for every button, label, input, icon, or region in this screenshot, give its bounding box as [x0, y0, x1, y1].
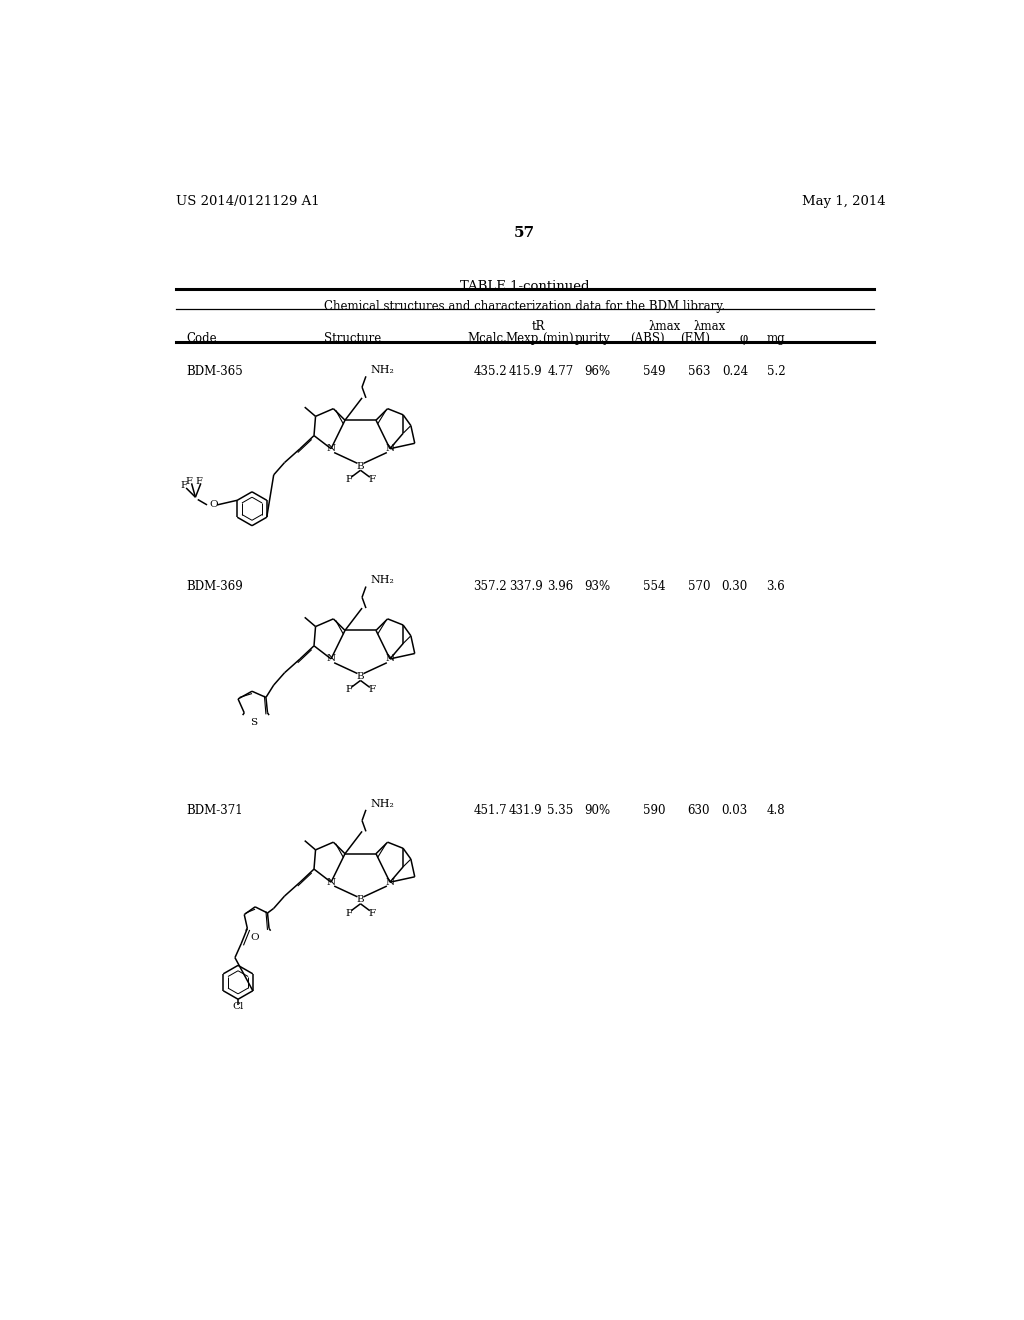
Text: NH₂: NH₂ [371, 366, 394, 375]
Text: F: F [185, 478, 193, 486]
Text: mg: mg [767, 333, 785, 346]
Text: 415.9: 415.9 [509, 364, 543, 378]
Text: 0.24: 0.24 [722, 364, 748, 378]
Text: 5.2: 5.2 [767, 364, 785, 378]
Text: BDM-371: BDM-371 [186, 804, 243, 817]
Text: F: F [345, 475, 352, 484]
Text: 357.2: 357.2 [473, 581, 507, 594]
Text: 337.9: 337.9 [509, 581, 543, 594]
Text: 570: 570 [687, 581, 710, 594]
Text: 630: 630 [687, 804, 710, 817]
Text: B: B [356, 672, 365, 681]
Text: (EM): (EM) [680, 333, 710, 346]
Text: N: N [385, 878, 394, 887]
Text: F: F [345, 908, 352, 917]
Text: φ: φ [739, 333, 748, 346]
Text: Structure: Structure [325, 333, 381, 346]
Text: N: N [327, 445, 336, 453]
Text: 0.30: 0.30 [722, 581, 748, 594]
Text: TABLE 1-continued: TABLE 1-continued [460, 280, 590, 293]
Text: 554: 554 [643, 581, 665, 594]
Text: 90%: 90% [584, 804, 610, 817]
Text: λmax: λmax [694, 321, 726, 333]
Text: Mcalc.: Mcalc. [467, 333, 507, 346]
Text: 57: 57 [514, 226, 536, 240]
Text: May 1, 2014: May 1, 2014 [802, 195, 886, 209]
Text: Chemical structures and characterization data for the BDM library.: Chemical structures and characterization… [325, 300, 725, 313]
Text: 4.77: 4.77 [548, 364, 573, 378]
Text: F: F [196, 478, 203, 486]
Text: purity: purity [574, 333, 610, 346]
Text: F: F [180, 482, 187, 490]
Text: 93%: 93% [584, 581, 610, 594]
Text: 549: 549 [643, 364, 665, 378]
Text: N: N [385, 655, 394, 664]
Text: 590: 590 [643, 804, 665, 817]
Text: O: O [209, 500, 217, 510]
Text: Cl: Cl [232, 1002, 244, 1011]
Text: BDM-369: BDM-369 [186, 581, 243, 594]
Text: B: B [356, 462, 365, 471]
Text: 3.6: 3.6 [766, 581, 785, 594]
Text: 451.7: 451.7 [473, 804, 507, 817]
Text: F: F [369, 908, 376, 917]
Text: N: N [327, 878, 336, 887]
Text: 4.8: 4.8 [767, 804, 785, 817]
Text: 563: 563 [687, 364, 710, 378]
Text: 96%: 96% [584, 364, 610, 378]
Text: US 2014/0121129 A1: US 2014/0121129 A1 [176, 195, 319, 209]
Text: tR: tR [531, 321, 545, 333]
Text: λmax: λmax [649, 321, 681, 333]
Text: Code: Code [186, 333, 217, 346]
Text: F: F [369, 475, 376, 484]
Text: NH₂: NH₂ [371, 576, 394, 585]
Text: (ABS): (ABS) [631, 333, 665, 346]
Text: F: F [369, 685, 376, 694]
Text: 431.9: 431.9 [509, 804, 543, 817]
Text: NH₂: NH₂ [371, 799, 394, 809]
Text: (min): (min) [542, 333, 573, 346]
Text: B: B [356, 895, 365, 904]
Text: Mexp.: Mexp. [506, 333, 543, 346]
Text: 5.35: 5.35 [548, 804, 573, 817]
Text: 3.96: 3.96 [548, 581, 573, 594]
Text: N: N [327, 655, 336, 664]
Text: BDM-365: BDM-365 [186, 364, 243, 378]
Text: N: N [385, 445, 394, 453]
Text: O: O [251, 933, 259, 942]
Text: 435.2: 435.2 [473, 364, 507, 378]
Text: S: S [250, 718, 257, 726]
Text: F: F [345, 685, 352, 694]
Text: 0.03: 0.03 [722, 804, 748, 817]
